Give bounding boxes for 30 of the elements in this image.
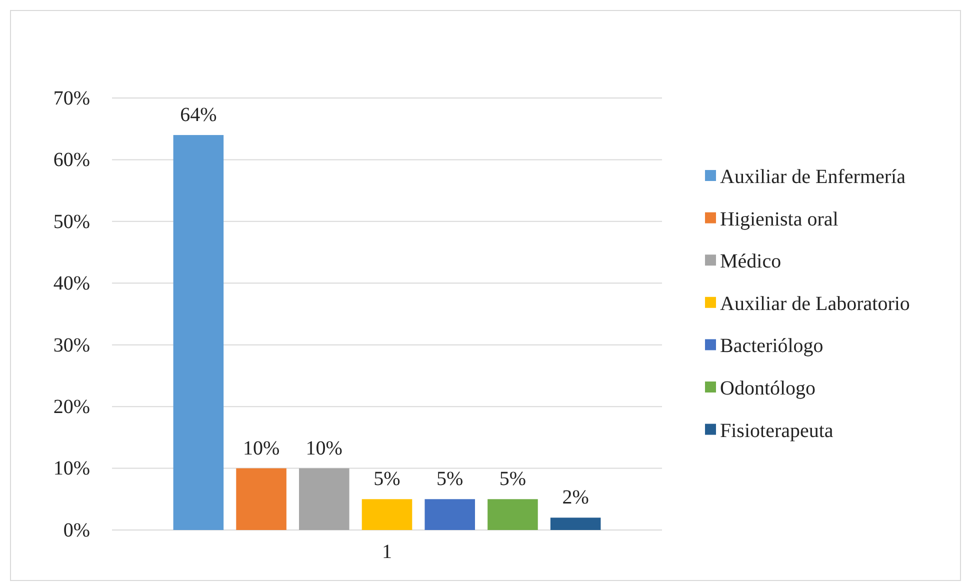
bar bbox=[424, 499, 475, 530]
legend-label: Auxiliar de Laboratorio bbox=[720, 292, 910, 315]
y-tick-label: 70% bbox=[53, 87, 90, 110]
data-label: 64% bbox=[180, 104, 217, 126]
data-label: 5% bbox=[374, 468, 400, 490]
data-label: 2% bbox=[562, 486, 589, 509]
data-label: 10% bbox=[306, 437, 342, 460]
bar bbox=[488, 499, 538, 530]
legend-label: Médico bbox=[720, 250, 782, 273]
legend-label: Higienista oral bbox=[720, 208, 839, 230]
bar bbox=[362, 499, 412, 530]
y-tick-label: 10% bbox=[53, 458, 90, 480]
data-label: 5% bbox=[436, 468, 464, 490]
legend-label: Fisioterapeuta bbox=[720, 420, 834, 442]
y-tick-label: 50% bbox=[53, 210, 90, 233]
y-tick-label: 20% bbox=[53, 396, 90, 418]
bar bbox=[236, 468, 286, 530]
bar bbox=[299, 468, 350, 530]
legend-label: Odontólogo bbox=[720, 378, 816, 400]
y-tick-label: 40% bbox=[53, 272, 90, 295]
x-tick-label: 1 bbox=[382, 541, 392, 564]
data-label: 10% bbox=[242, 437, 280, 460]
bar bbox=[550, 518, 601, 530]
y-tick-label: 30% bbox=[53, 334, 90, 356]
legend-label: Bacteriólogo bbox=[720, 335, 824, 358]
y-tick-label: 60% bbox=[53, 149, 90, 172]
data-label: 5% bbox=[499, 468, 526, 490]
bar bbox=[173, 135, 224, 530]
y-tick-label: 0% bbox=[63, 519, 90, 542]
legend-label: Auxiliar de Enfermería bbox=[720, 166, 906, 188]
